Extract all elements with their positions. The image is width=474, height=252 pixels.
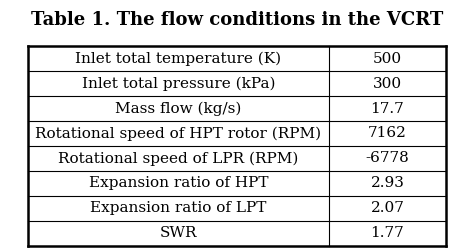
Text: Expansion ratio of LPT: Expansion ratio of LPT [91,201,267,215]
Text: 1.77: 1.77 [371,226,404,240]
Text: 17.7: 17.7 [371,102,404,116]
Text: 300: 300 [373,77,402,91]
Text: Mass flow (kg/s): Mass flow (kg/s) [115,101,242,116]
Text: 2.93: 2.93 [371,176,404,190]
Text: Inlet total temperature (K): Inlet total temperature (K) [75,51,282,66]
Text: Table 1. The flow conditions in the VCRT: Table 1. The flow conditions in the VCRT [31,11,443,29]
Text: 500: 500 [373,52,402,66]
Text: -6778: -6778 [365,151,409,165]
Text: Expansion ratio of HPT: Expansion ratio of HPT [89,176,268,190]
Text: 2.07: 2.07 [371,201,404,215]
Text: Rotational speed of LPR (RPM): Rotational speed of LPR (RPM) [58,151,299,166]
Text: Inlet total pressure (kPa): Inlet total pressure (kPa) [82,76,275,91]
Text: Rotational speed of HPT rotor (RPM): Rotational speed of HPT rotor (RPM) [36,126,321,141]
Text: 7162: 7162 [368,127,407,140]
Text: SWR: SWR [160,226,197,240]
